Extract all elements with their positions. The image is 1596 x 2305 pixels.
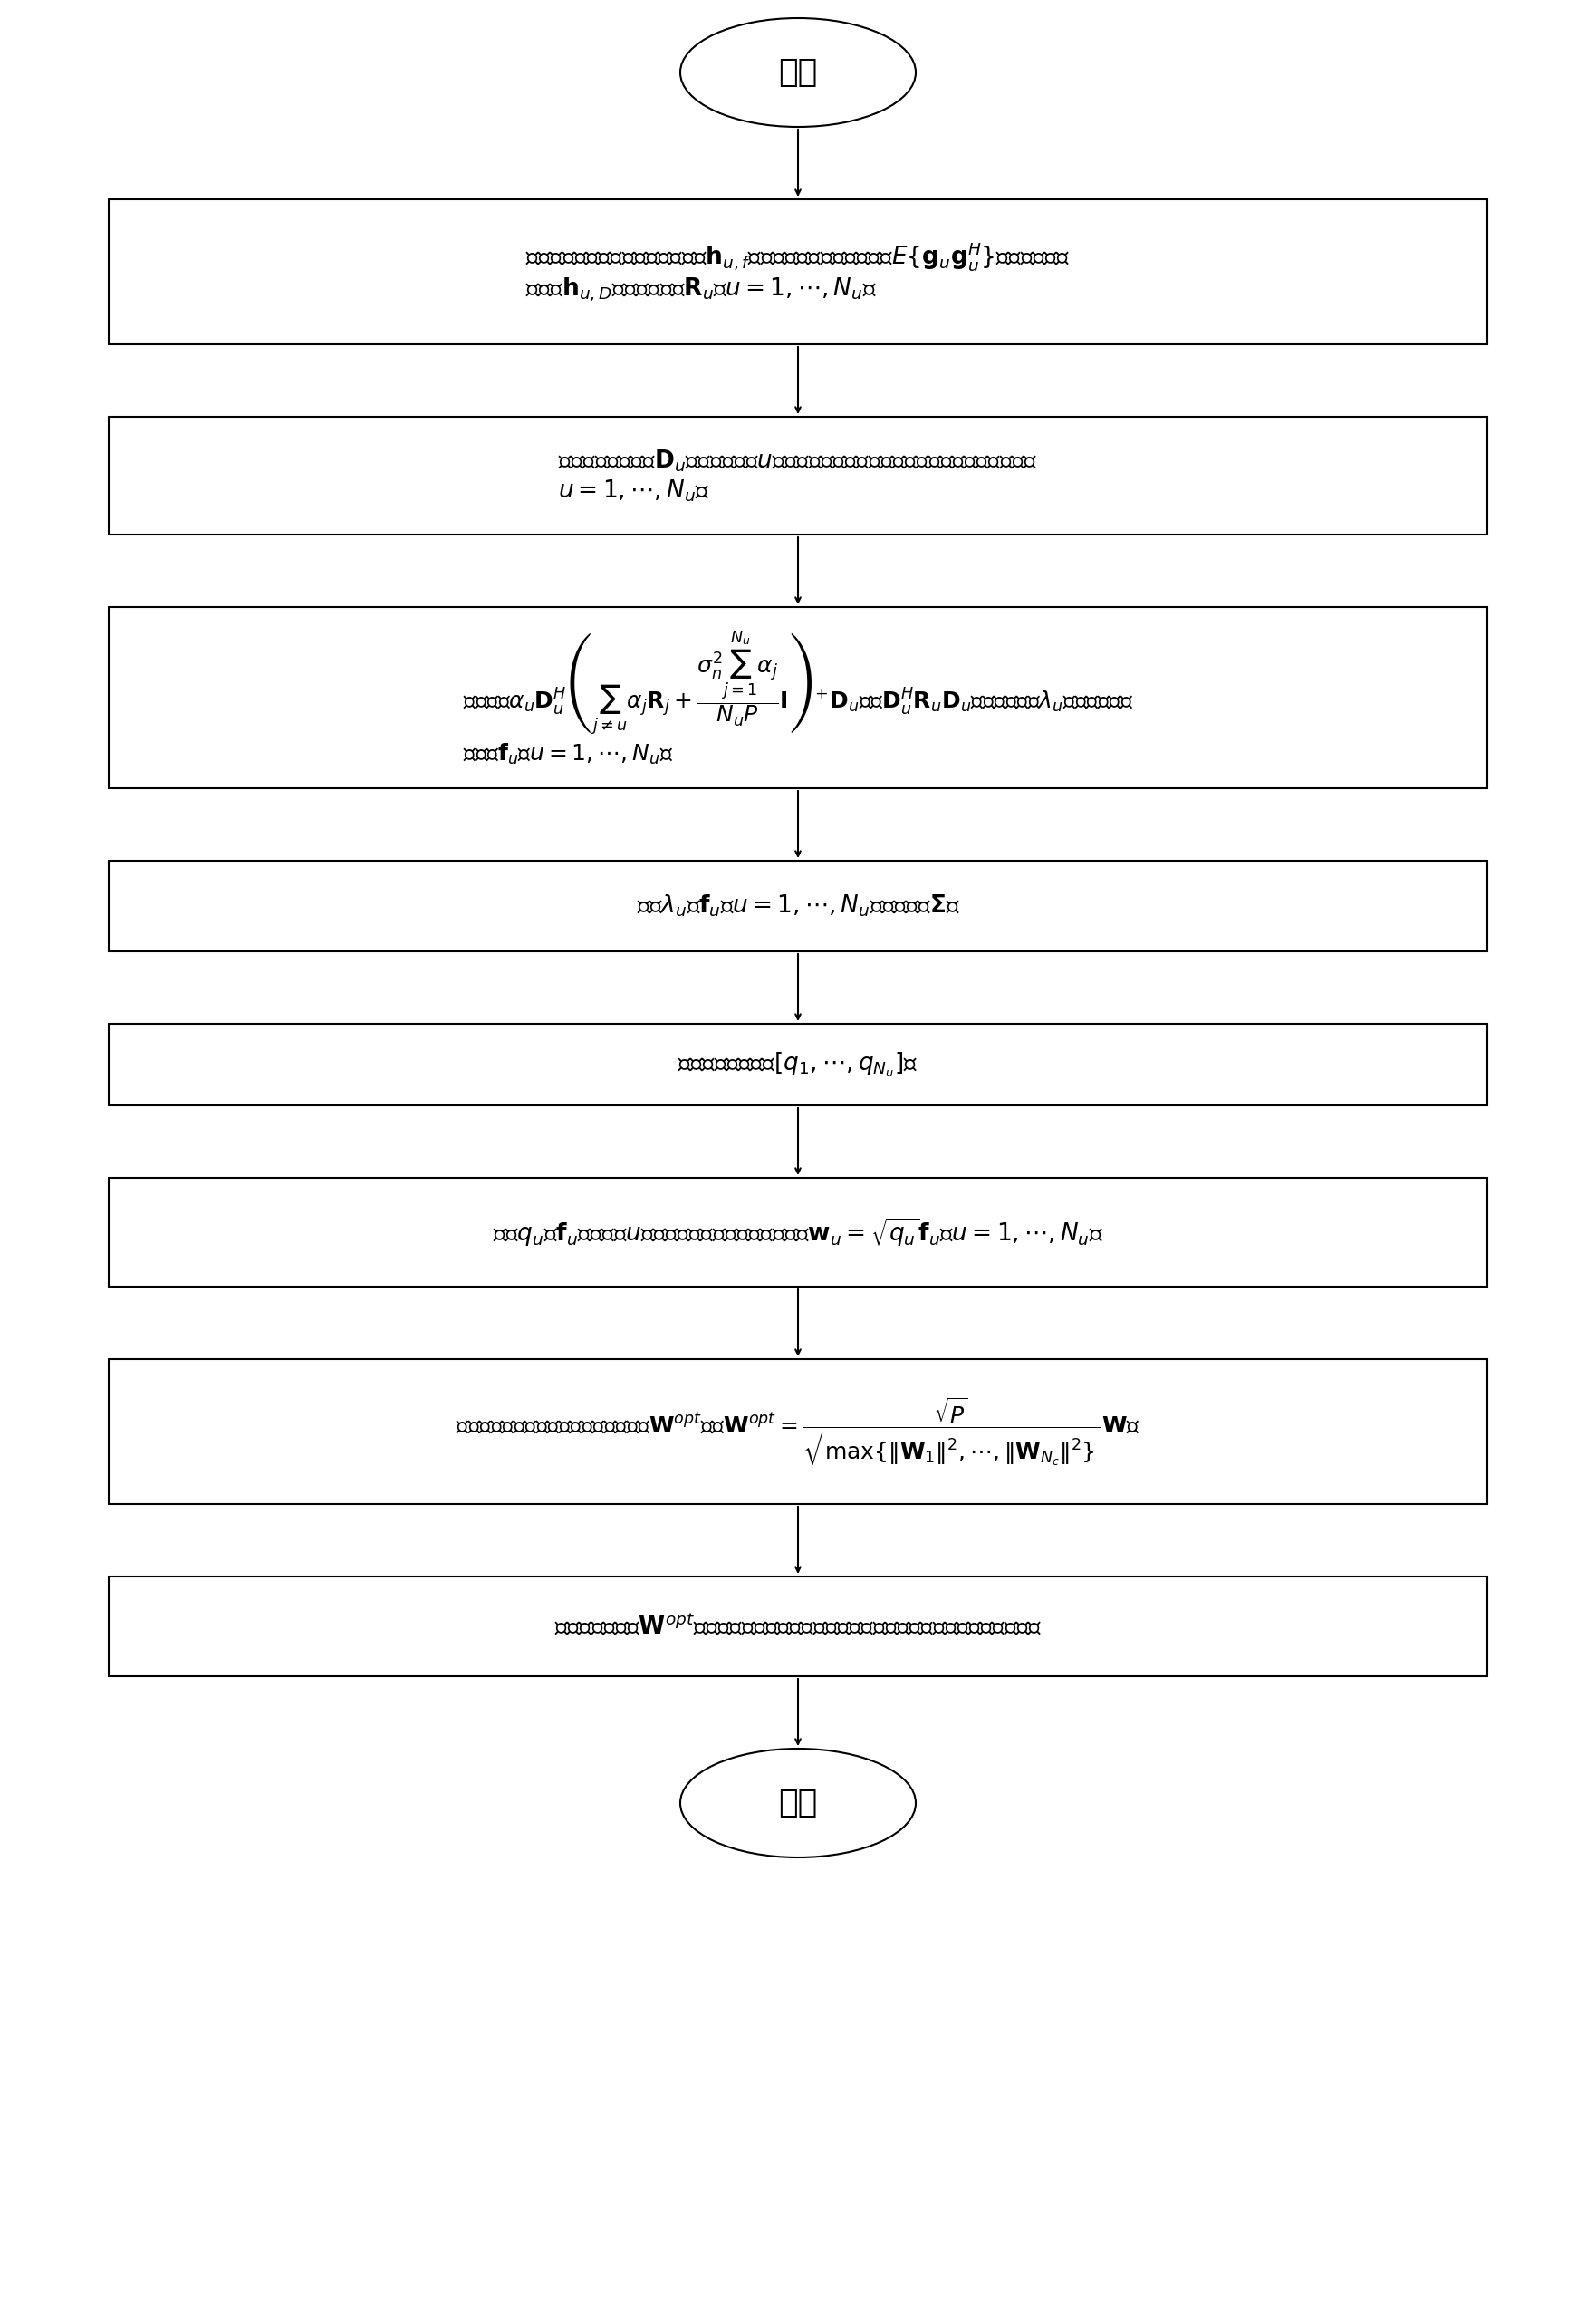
- Text: 计算满足单基站功率约束的预编码矩阵$\mathbf{W}^{opt}$为：$\mathbf{W}^{opt}=\dfrac{\sqrt{P}}{\sqrt{\m: 计算满足单基站功率约束的预编码矩阵$\mathbf{W}^{opt}$为：$\m…: [456, 1395, 1140, 1468]
- Text: 基于协作基站估计的上行等效信道$\mathbf{h}_{u,f}$和天线校准误差的统计特征$E\{\mathbf{g}_{u}\mathbf{g}_{u}^{H: 基于协作基站估计的上行等效信道$\mathbf{h}_{u,f}$和天线校准误差…: [525, 240, 1071, 304]
- FancyBboxPatch shape: [109, 606, 1487, 788]
- FancyBboxPatch shape: [109, 860, 1487, 952]
- Text: 开始: 开始: [779, 58, 817, 88]
- Ellipse shape: [680, 1749, 916, 1858]
- Text: 基于$\lambda_{u}$和$\mathbf{f}_{u}$，$u=1,\cdots,N_{u}$，构造矩阵$\mathbf{\Sigma}$。: 基于$\lambda_{u}$和$\mathbf{f}_{u}$，$u=1,\c…: [637, 892, 959, 920]
- Text: 计算矩阵$\alpha_{u}\mathbf{D}_{u}^{H}\left(\sum_{j\neq u}\alpha_{j}\mathbf{R}_{j}+\d: 计算矩阵$\alpha_{u}\mathbf{D}_{u}^{H}\left(\…: [463, 629, 1133, 765]
- FancyBboxPatch shape: [109, 417, 1487, 535]
- Text: 根据预编码矩阵$\mathbf{W}^{opt}$，协作基站将发送给所有被服务用户的原始信号映射为发射信号。: 根据预编码矩阵$\mathbf{W}^{opt}$，协作基站将发送给所有被服务用…: [554, 1614, 1042, 1639]
- Text: 结束: 结束: [779, 1789, 817, 1819]
- Text: 构造分块对角矩阵$\mathbf{D}_{u}$，用于表征第$u$个被服务用户的数据信息只被部分协作基站共享，
$u=1,\cdots,N_{u}$。: 构造分块对角矩阵$\mathbf{D}_{u}$，用于表征第$u$个被服务用户的…: [559, 447, 1037, 502]
- Ellipse shape: [680, 18, 916, 127]
- FancyBboxPatch shape: [109, 1178, 1487, 1286]
- FancyBboxPatch shape: [109, 1023, 1487, 1106]
- FancyBboxPatch shape: [109, 1360, 1487, 1505]
- FancyBboxPatch shape: [109, 1577, 1487, 1676]
- FancyBboxPatch shape: [109, 198, 1487, 343]
- Text: 计算发射功率向量$[q_{1},\cdots,q_{N_{u}}]$。: 计算发射功率向量$[q_{1},\cdots,q_{N_{u}}]$。: [678, 1051, 918, 1079]
- Text: 基于$q_{u}$和$\mathbf{f}_{u}$，计算第$u$个被服务用户的准预编码向量为$\mathbf{w}_{u}=\sqrt{q_{u}}\math: 基于$q_{u}$和$\mathbf{f}_{u}$，计算第$u$个被服务用户的…: [493, 1217, 1103, 1249]
